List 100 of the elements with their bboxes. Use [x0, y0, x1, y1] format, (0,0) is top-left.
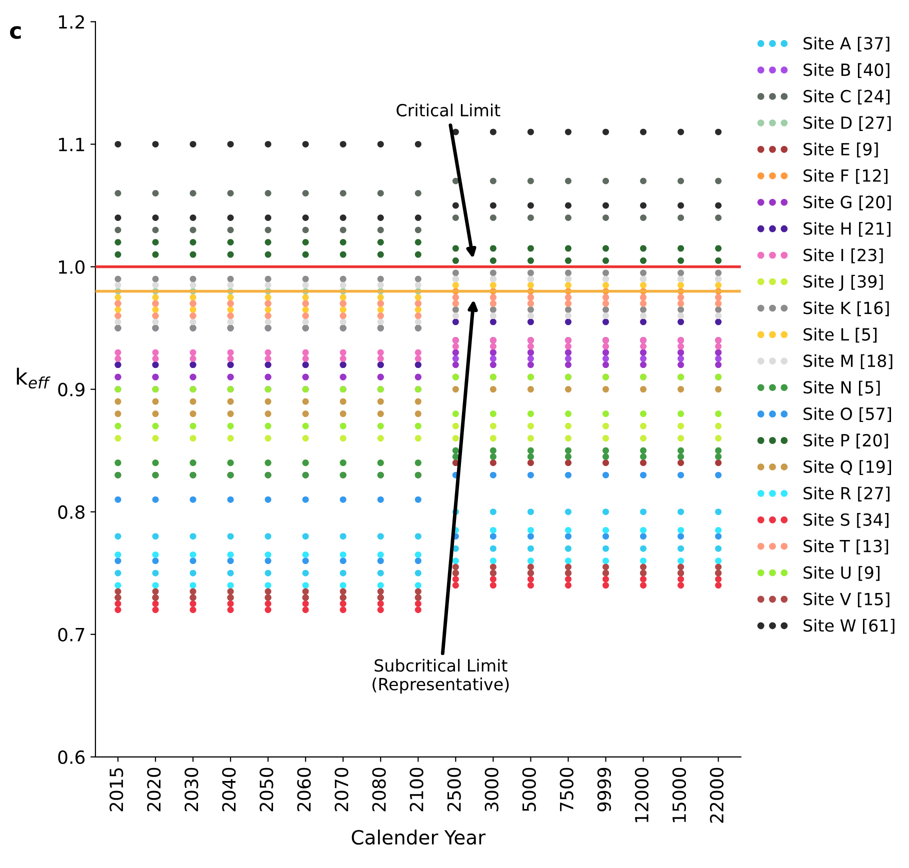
point: [152, 533, 159, 540]
point: [377, 276, 384, 282]
point: [602, 128, 610, 136]
point: [377, 600, 384, 607]
point: [414, 282, 422, 288]
point: [490, 576, 496, 582]
point: [190, 282, 196, 288]
point: [414, 435, 422, 442]
point: [152, 251, 159, 258]
point: [302, 276, 309, 282]
point: [715, 178, 722, 184]
point: [527, 282, 534, 288]
point: [602, 460, 610, 466]
point: [490, 508, 496, 516]
point: [114, 422, 122, 430]
point: [302, 410, 309, 418]
point: [340, 570, 346, 576]
point: [152, 355, 159, 362]
point: [414, 533, 422, 540]
point: [340, 355, 346, 362]
point: [227, 306, 234, 313]
point: [527, 343, 534, 350]
point: [340, 140, 346, 148]
point: [527, 257, 534, 264]
point: [678, 270, 684, 276]
point: [264, 496, 272, 503]
point: [640, 343, 647, 350]
point: [564, 558, 572, 564]
point: [414, 496, 422, 503]
point: [602, 508, 610, 516]
point: [152, 226, 159, 234]
point: [602, 362, 610, 368]
legend-label: Site O [57]: [804, 407, 891, 422]
point: [564, 472, 572, 478]
point: [227, 190, 234, 197]
point: [640, 282, 647, 288]
point: [602, 386, 610, 393]
point: [452, 128, 459, 136]
point: [527, 318, 534, 326]
point: [678, 472, 684, 478]
point: [152, 349, 159, 356]
x-tick-label: 2100: [410, 768, 424, 812]
point: [114, 140, 122, 148]
point: [340, 318, 346, 326]
point: [640, 202, 647, 209]
point: [602, 422, 610, 430]
point: [414, 214, 422, 222]
point: [114, 570, 122, 576]
point: [715, 362, 722, 368]
point: [678, 355, 684, 362]
annotation: Critical Limit: [396, 104, 500, 116]
point: [340, 276, 346, 282]
point: [114, 496, 122, 503]
point: [377, 318, 384, 326]
point: [340, 282, 346, 288]
point: [715, 447, 722, 454]
point: [227, 570, 234, 576]
point: [114, 582, 122, 589]
point: [152, 276, 159, 282]
point: [190, 318, 196, 326]
point: [715, 545, 722, 552]
point: [640, 128, 647, 136]
point: [227, 435, 234, 442]
point: [190, 435, 196, 442]
point: [715, 318, 722, 326]
legend-label: Site R [27]: [804, 486, 890, 502]
x-axis-title: Calender Year: [352, 830, 486, 845]
legend-label: Site A [37]: [804, 36, 890, 52]
point: [490, 178, 496, 184]
point: [340, 239, 346, 246]
legend-label: Site C [24]: [804, 90, 890, 104]
point: [414, 140, 422, 148]
point: [190, 600, 196, 607]
point: [678, 453, 684, 460]
point: [602, 282, 610, 288]
point: [302, 282, 309, 288]
point: [490, 270, 496, 276]
point: [527, 312, 534, 320]
point: [527, 558, 534, 564]
legend-label: Site K [16]: [804, 301, 889, 316]
legend-label: Site G [20]: [804, 195, 891, 210]
point: [414, 239, 422, 246]
point: [302, 294, 309, 301]
point: [640, 582, 647, 589]
point: [377, 582, 384, 589]
point: [414, 294, 422, 301]
point: [678, 564, 684, 570]
point: [527, 422, 534, 430]
point: [114, 410, 122, 418]
x-tick-label: 22000: [710, 768, 724, 823]
point: [527, 472, 534, 478]
point: [490, 306, 496, 313]
point: [527, 128, 534, 136]
point: [564, 410, 572, 418]
point: [227, 558, 234, 564]
point: [490, 533, 496, 540]
point: [190, 582, 196, 589]
point: [227, 582, 234, 589]
point: [340, 294, 346, 301]
point: [678, 460, 684, 466]
